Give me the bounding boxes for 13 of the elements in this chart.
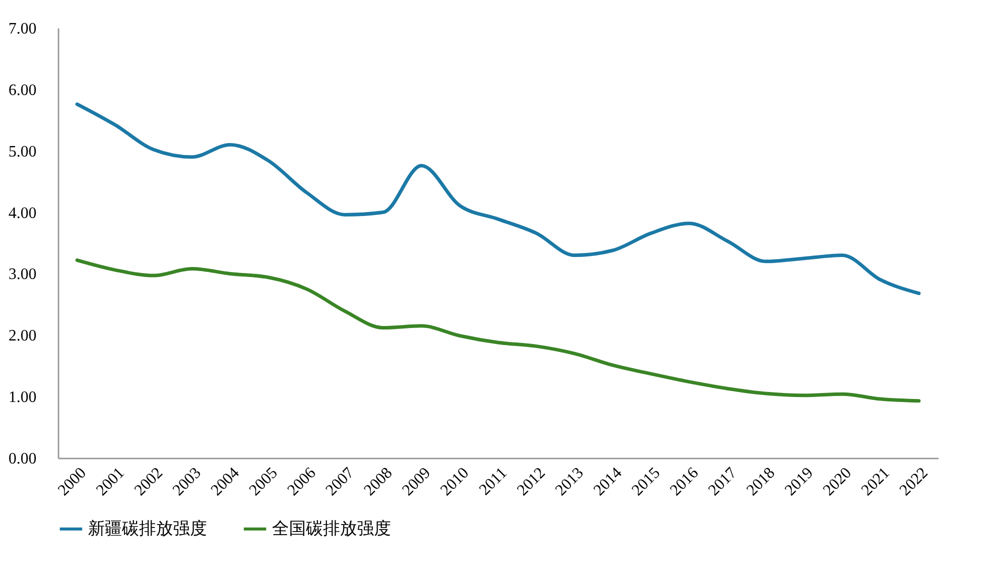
y-tick-label: 2.00 xyxy=(8,328,36,345)
y-tick-label: 4.00 xyxy=(8,204,36,222)
y-tick-label: 6.00 xyxy=(8,82,36,99)
y-tick-label: 3.00 xyxy=(8,266,36,284)
line-series xyxy=(75,102,921,296)
legend-label: 新疆碳排放强度 xyxy=(88,519,207,538)
line-series xyxy=(75,258,921,403)
y-tick-label: 0.00 xyxy=(8,450,36,468)
y-tick-label: 5.00 xyxy=(8,143,36,160)
legend-label: 全国碳排放强度 xyxy=(272,519,391,538)
x-tick-label: 2011 xyxy=(476,464,511,499)
y-tick-label: 7.00 xyxy=(8,20,36,38)
y-tick-label: 1.00 xyxy=(8,389,36,406)
